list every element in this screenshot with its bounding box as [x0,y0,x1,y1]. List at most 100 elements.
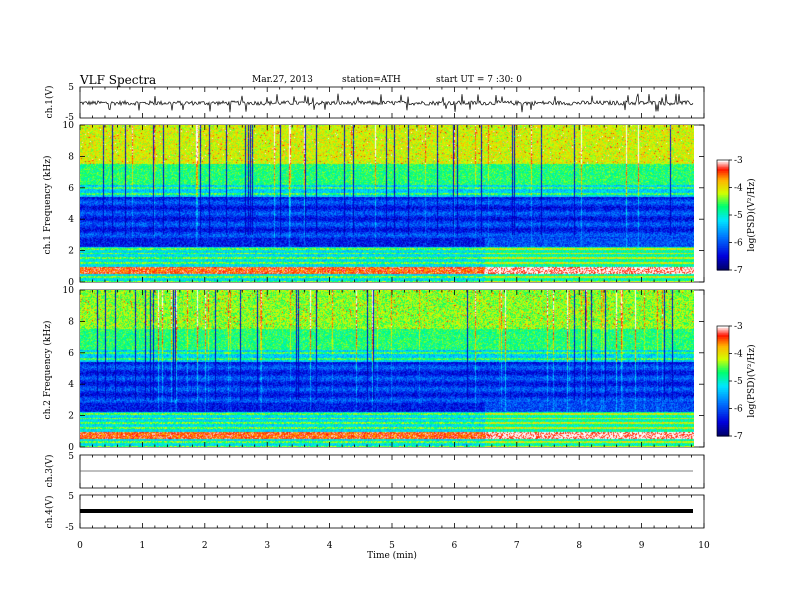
colorbar-swatch [717,386,729,389]
ch2-spectrogram-panel: 10 8 6 4 2 0 ch.2 Frequency (kHz) [42,286,705,453]
colorbar-swatch [717,434,729,437]
colorbar-swatch [717,202,729,205]
colorbar-swatch [717,357,729,360]
colorbar-swatch [717,342,729,345]
colorbar-swatch [717,264,729,267]
ch1-ylabel: ch.1(V) [44,86,55,119]
ch1-waveform-frame [79,86,705,119]
colorbar-swatch [717,222,729,225]
ch2-spectrogram-yticks: 10 8 6 4 2 0 [63,286,704,453]
colorbar-swatch [717,226,729,229]
x-tick-label: 10 [698,541,710,551]
colorbar-swatch [717,393,729,397]
colorbar-swatch [717,371,729,375]
colorbar-swatch [717,379,729,382]
colorbar-swatch [717,377,729,380]
colorbar-swatch [717,205,729,209]
y-tick-label: 10 [63,286,75,296]
colorbar-swatch [717,419,729,422]
colorbar-swatch [717,428,729,432]
colorbar-swatch [717,262,729,266]
colorbar-swatch [717,360,729,364]
colorbar-swatch [717,231,729,234]
ch4-ylabel: ch.4(V) [44,496,55,529]
ch3-waveform-frame [79,454,705,489]
colorbar-swatch [717,346,729,349]
colorbar-swatch [717,395,729,399]
colorbar-swatch [717,224,729,227]
x-ticks [79,87,705,528]
y-tick-label: 4 [68,380,74,390]
colorbar-swatch [717,266,729,269]
y-tick-label: 6 [68,184,74,194]
colorbar-swatch [717,200,729,203]
colorbar-swatch [717,344,729,347]
colorbar-swatch [717,242,729,245]
colorbar-swatch [717,423,729,426]
colorbar-swatch [717,404,729,408]
x-tick-label: 4 [327,541,333,551]
colorbar-swatch [717,182,729,185]
colorbar-tick-label: -3 [734,322,743,332]
colorbar-swatch [717,353,729,356]
colorbar-tick-label: -7 [734,266,743,276]
colorbar-swatch [717,364,729,367]
colorbar-swatch [717,259,729,262]
colorbar-swatch [717,340,729,344]
colorbar-swatch [717,373,729,377]
colorbar-label: log(PSD)(V²/Hz) [746,344,757,417]
colorbar-swatch [717,233,729,236]
colorbar-tick-label: -4 [734,350,743,360]
y-tick-label: 8 [68,317,74,327]
colorbar-swatch [717,326,729,329]
colorbar-swatch [717,425,729,428]
ch1-waveform-trace [79,93,694,113]
colorbar-swatch [717,399,729,402]
colorbar-swatch [717,193,729,196]
colorbar-swatch [717,238,729,242]
colorbar-swatch [717,338,729,342]
colorbar-swatch [717,370,729,373]
y-tick-label: 6 [68,349,74,359]
ch4-waveform-trace [80,509,693,513]
y-tick-label: 0 [68,278,74,288]
colorbar-swatch [717,251,729,255]
colorbar-tick-label: -5 [734,211,743,221]
colorbar-swatch [717,382,729,386]
colorbar-swatch [717,194,729,198]
colorbar-swatch [717,381,729,384]
start-time-label: start UT = 7 :30: 0 [436,75,522,85]
colorbar-swatch [717,209,729,212]
x-tick-label: 5 [389,541,395,551]
colorbar-swatch [717,403,729,406]
colorbar-swatch [717,348,729,351]
x-tick-label: 3 [264,541,270,551]
ch3-ytick-top: 5 [68,452,74,462]
colorbar-swatch [717,165,729,168]
colorbar-swatch [717,240,729,244]
colorbar-swatch [717,366,729,369]
x-axis-label: Time (min) [367,550,417,561]
colorbar-swatch [717,257,729,260]
colorbar-swatch [717,331,729,334]
colorbar-swatch [717,167,729,170]
colorbar-tick-label: -3 [734,156,743,166]
colorbar-tick-label: -6 [734,239,743,249]
colorbar-tick-label: -6 [734,405,743,415]
colorbar-swatch [717,211,729,214]
colorbar-swatch [717,174,729,178]
colorbar-swatch [717,213,729,216]
colorbar-swatch [717,408,729,411]
x-tick-label: 7 [514,541,520,551]
y-tick-label: 10 [63,121,75,131]
colorbar-swatch [717,255,729,258]
x-tick-label: 9 [639,541,645,551]
x-tick-label: 2 [202,541,208,551]
ch2-colorbar: -3 -4 -5 -6 -7 log(PSD)(V²/Hz) [716,322,757,442]
colorbar-swatch [717,227,729,231]
colorbar-swatch [717,384,729,388]
colorbar-swatch [717,417,729,421]
colorbar-swatch [717,410,729,413]
colorbar-swatch [717,375,729,378]
ch1-waveform-panel: 5 -5 ch.1(V) [44,83,705,123]
